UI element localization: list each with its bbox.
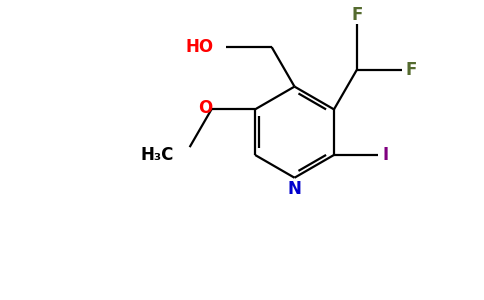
Text: N: N: [287, 180, 302, 198]
Text: F: F: [351, 6, 363, 24]
Text: HO: HO: [185, 38, 213, 56]
Text: O: O: [198, 99, 212, 117]
Text: F: F: [406, 61, 417, 79]
Text: I: I: [382, 146, 389, 164]
Text: H₃C: H₃C: [140, 146, 174, 164]
